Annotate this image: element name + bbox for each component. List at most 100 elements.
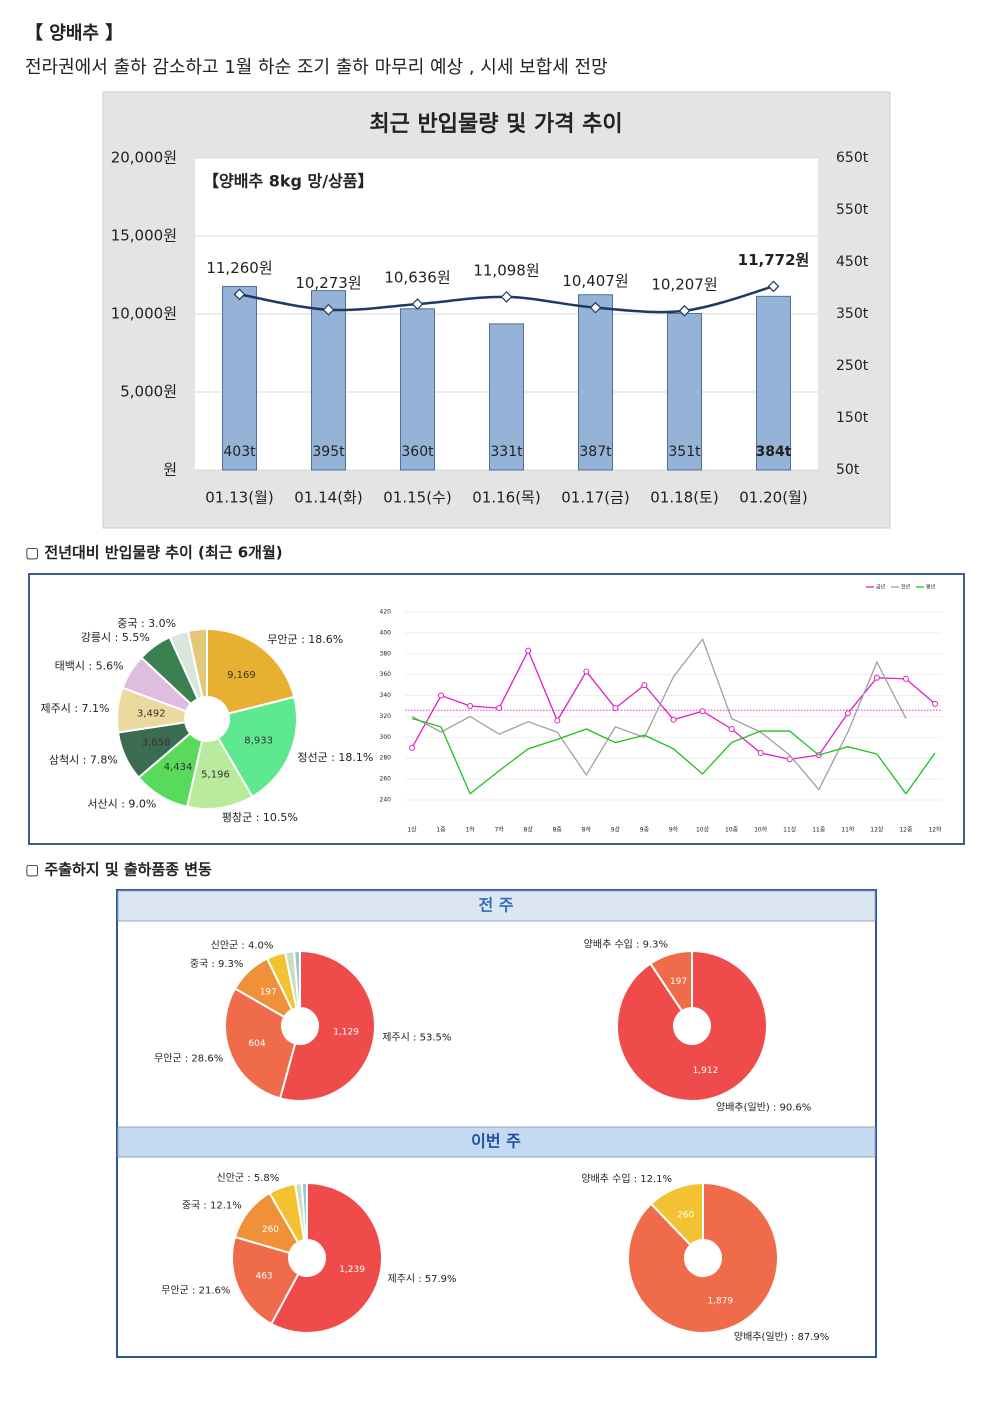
slice bbox=[616, 949, 768, 1102]
bar-label: 384t bbox=[756, 444, 792, 460]
panel-header bbox=[117, 1126, 876, 1158]
section-heading: ▢ 전년대비 반입물량 추이 (최근 6개월) bbox=[25, 544, 283, 562]
slice-label: 신안군 : 5.8% bbox=[217, 1172, 280, 1184]
y-tick-label: 280 bbox=[380, 755, 392, 762]
bar-label: 351t bbox=[668, 444, 701, 460]
x-tick-label: 8중 bbox=[553, 827, 563, 834]
bar bbox=[756, 295, 791, 471]
annotation: 【양배추 8kg 망/상품】 bbox=[203, 172, 374, 191]
subtitle: 전라권에서 출하 감소하고 1월 하순 조기 출하 마무리 예상 , 시세 보합… bbox=[25, 57, 608, 78]
x-tick-label: 10상 bbox=[696, 826, 710, 834]
price-marker bbox=[500, 291, 513, 303]
panel-title: 전 주 bbox=[478, 896, 513, 915]
x-tick-label: 01.16(목) bbox=[472, 489, 540, 507]
x-tick-label: 8하 bbox=[582, 826, 592, 834]
legend-label: 평년 bbox=[926, 584, 936, 591]
bar bbox=[667, 312, 702, 471]
y-tick-label: 340 bbox=[380, 692, 392, 699]
slice-value: 4,434 bbox=[164, 762, 193, 773]
slice bbox=[231, 1235, 300, 1326]
slice-value: 260 bbox=[262, 1225, 279, 1235]
bar-label: 395t bbox=[312, 444, 345, 460]
slice-label: 양배추(일반) : 90.6% bbox=[716, 1101, 811, 1113]
bar bbox=[489, 323, 524, 471]
slice-label: 무안군 : 21.6% bbox=[161, 1285, 230, 1297]
price-marker bbox=[411, 298, 424, 310]
x-tick-label: 01.14(화) bbox=[294, 489, 362, 507]
point bbox=[438, 692, 445, 699]
x-tick-label: 9상 bbox=[611, 826, 621, 834]
bar-label: 403t bbox=[223, 444, 256, 460]
x-tick-label: 12하 bbox=[928, 826, 942, 834]
point bbox=[670, 716, 677, 723]
y-tick-label: 420 bbox=[380, 609, 392, 616]
point bbox=[728, 725, 735, 732]
y2-tick-label: 550t bbox=[836, 202, 869, 218]
legend-label: 전년 bbox=[901, 584, 911, 591]
x-tick-label: 1하 bbox=[465, 826, 475, 834]
x-tick-label: 1중 bbox=[436, 827, 446, 834]
slice bbox=[293, 949, 301, 1010]
title: 【 양배추 】 bbox=[25, 23, 123, 44]
slice-value: 463 bbox=[255, 1271, 272, 1281]
series-line bbox=[411, 717, 936, 795]
y-tick-label: 400 bbox=[380, 629, 392, 636]
y-tick-label: 20,000원 bbox=[111, 149, 177, 167]
x-tick-label: 12중 bbox=[899, 827, 913, 834]
x-tick-label: 01.17(금) bbox=[561, 489, 629, 507]
price-label: 10,273원 bbox=[295, 274, 361, 292]
slice-value: 5,196 bbox=[201, 769, 230, 780]
slice-label: 제주시 : 57.9% bbox=[387, 1273, 456, 1285]
chart-title: 최근 반입물량 및 가격 추이 bbox=[369, 112, 622, 137]
slice-value: 3,858 bbox=[142, 737, 171, 748]
point bbox=[525, 647, 532, 654]
slice-label: 양배추 수입 : 9.3% bbox=[584, 938, 668, 951]
point bbox=[583, 668, 590, 675]
bar bbox=[311, 290, 346, 471]
slice-value: 9,169 bbox=[227, 670, 256, 681]
y2-tick-label: 50t bbox=[836, 462, 860, 478]
slice-value: 8,933 bbox=[244, 736, 273, 747]
slice-label: 무안군 : 28.6% bbox=[154, 1052, 223, 1064]
slice bbox=[627, 1181, 779, 1334]
y-tick-label: 10,000원 bbox=[111, 305, 177, 323]
slice bbox=[269, 1181, 383, 1334]
price-label: 10,407원 bbox=[562, 272, 628, 290]
bar bbox=[578, 294, 613, 471]
slice-label: 중국 : 3.0% bbox=[117, 617, 176, 630]
slice-value: 260 bbox=[677, 1210, 694, 1220]
x-tick-label: 8상 bbox=[524, 826, 534, 834]
x-tick-label: 11상 bbox=[783, 826, 797, 834]
point bbox=[873, 674, 880, 681]
x-tick-label: 9하 bbox=[669, 826, 679, 834]
slice-value: 197 bbox=[260, 987, 277, 997]
x-tick-label: 10하 bbox=[754, 826, 768, 834]
y2-tick-label: 450t bbox=[836, 254, 869, 270]
slice-value: 3,492 bbox=[137, 708, 166, 719]
x-tick-label: 9중 bbox=[640, 827, 650, 834]
slice bbox=[649, 949, 693, 1013]
slice bbox=[206, 627, 296, 715]
price-label: 11,098원 bbox=[473, 261, 539, 279]
slice-label: 평창군 : 10.5% bbox=[222, 811, 298, 824]
y-tick-label: 300 bbox=[380, 734, 392, 741]
y2-tick-label: 650t bbox=[836, 150, 869, 166]
x-tick-label: 01.20(월) bbox=[739, 489, 807, 507]
point bbox=[496, 705, 503, 712]
slice-label: 양배추 수입 : 12.1% bbox=[581, 1172, 672, 1185]
point bbox=[467, 703, 474, 709]
x-tick-label: 01.15(수) bbox=[383, 489, 451, 507]
x-tick-label: 10중 bbox=[725, 827, 739, 834]
bar bbox=[222, 285, 257, 471]
x-tick-label: 01.18(토) bbox=[650, 489, 718, 507]
x-tick-label: 7하 bbox=[494, 826, 504, 834]
slice-value: 1,912 bbox=[693, 1066, 719, 1076]
point bbox=[932, 700, 938, 707]
slice-value: 1,879 bbox=[707, 1297, 733, 1307]
bar-label: 331t bbox=[490, 444, 523, 460]
slice-label: 태백시 : 5.6% bbox=[55, 659, 124, 672]
price-marker bbox=[767, 280, 780, 293]
bar-label: 387t bbox=[579, 444, 612, 460]
point bbox=[902, 675, 909, 682]
